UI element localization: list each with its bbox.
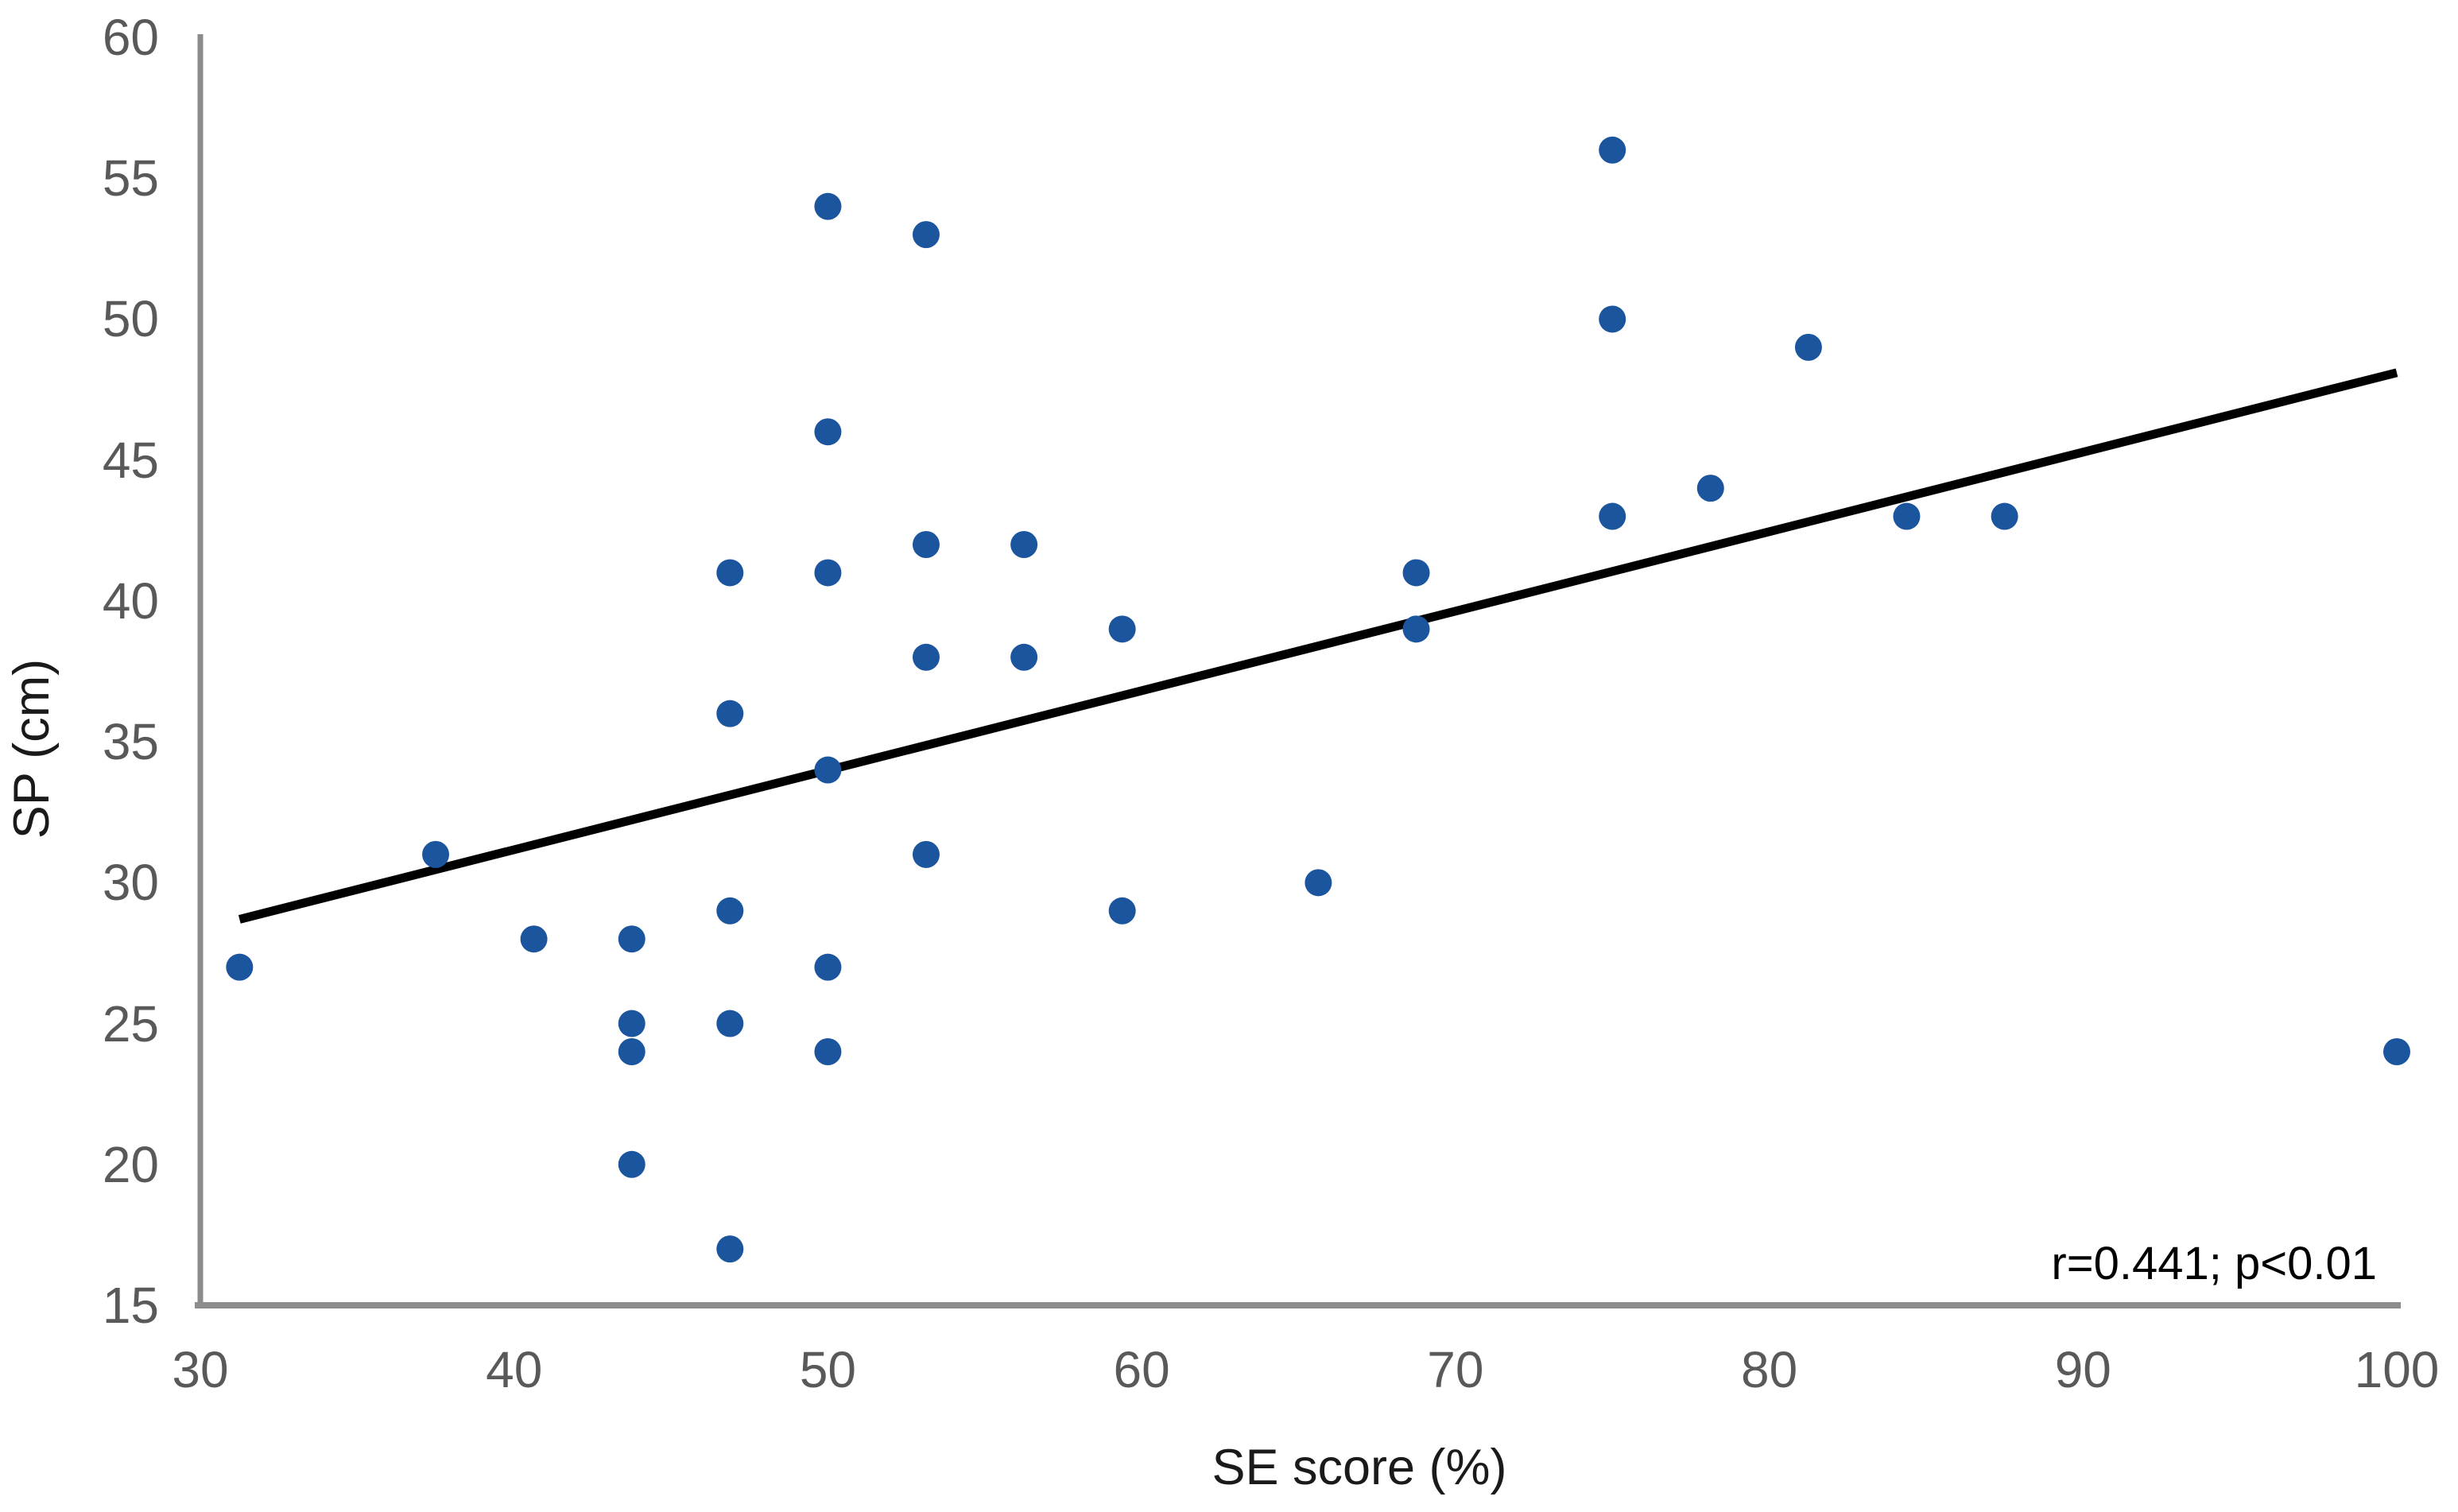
data-point [1108,897,1136,925]
y-tick-label: 50 [102,290,159,348]
data-point [1696,475,1724,502]
x-tick-label: 100 [2354,1341,2440,1398]
y-tick-label: 45 [102,431,159,489]
data-point [814,953,842,981]
data-point [814,192,842,220]
data-point [912,643,940,671]
trend-line [238,368,2398,924]
data-point [618,925,646,953]
x-tick-label: 40 [486,1341,543,1398]
data-point [814,756,842,784]
x-axis-title: SE score (%) [1212,1440,1507,1495]
data-point [912,531,940,558]
y-tick-label: 55 [102,149,159,207]
y-tick-label: 30 [102,854,159,912]
data-point [1305,869,1332,897]
y-tick-label: 15 [102,1277,159,1334]
data-point [1010,643,1038,671]
stats-annotation: r=0.441; p<0.01 [2051,1238,2377,1289]
y-tick-label: 40 [102,572,159,630]
y-tick-label: 20 [102,1135,159,1193]
data-point [1991,502,2018,530]
data-point [1599,305,1626,333]
y-tick-label: 35 [102,713,159,771]
data-point [2383,1038,2410,1065]
data-point [618,1150,646,1178]
data-point [912,840,940,868]
data-point [716,1010,744,1037]
data-point [618,1038,646,1065]
data-point [716,1235,744,1263]
x-tick-label: 60 [1113,1341,1170,1398]
data-point [1402,559,1430,587]
x-tick-label: 50 [799,1341,857,1398]
x-tick-label: 90 [2054,1341,2111,1398]
data-point [1794,333,1822,361]
data-point [716,897,744,925]
data-point [1599,136,1626,164]
data-point [618,1010,646,1037]
data-point [814,418,842,446]
y-tick-label: 60 [102,9,159,66]
data-point [1599,502,1626,530]
data-point [716,700,744,727]
data-point [226,953,254,981]
data-point [814,559,842,587]
data-point [1010,531,1038,558]
data-point [912,221,940,249]
data-points [226,136,2410,1263]
x-tick-label: 80 [1740,1341,1798,1398]
x-tick-label: 70 [1427,1341,1484,1398]
data-point [716,559,744,587]
data-point [814,1038,842,1065]
y-tick-label: 25 [102,994,159,1053]
x-tick-label: 30 [172,1341,229,1398]
data-point [1893,502,1921,530]
data-point [520,925,548,953]
data-point [1402,615,1430,643]
data-point [1108,615,1136,643]
data-point [422,840,450,868]
